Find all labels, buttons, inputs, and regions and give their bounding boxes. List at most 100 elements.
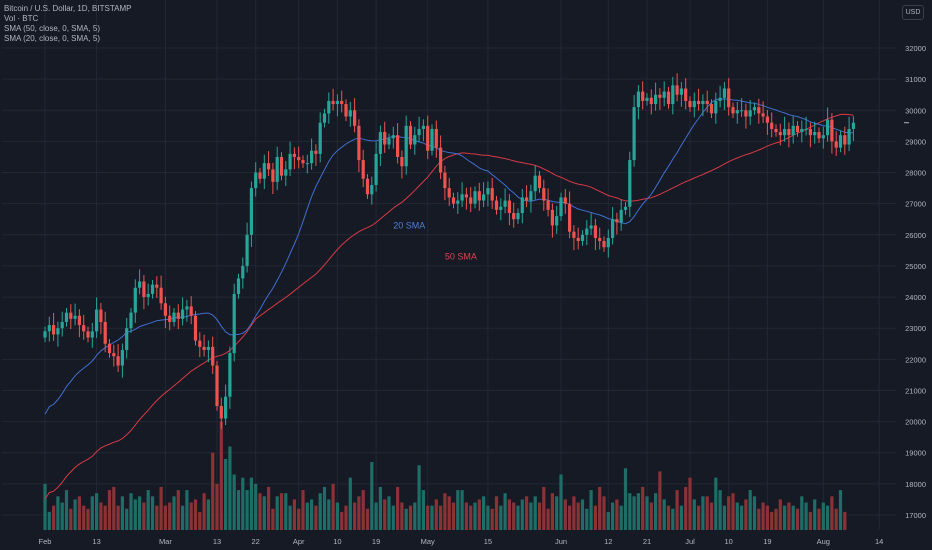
volume-bar (679, 505, 683, 530)
candle-body (705, 100, 709, 105)
currency-button[interactable]: USD (902, 5, 924, 20)
volume-bar (675, 490, 679, 530)
volume-bar (95, 493, 99, 530)
volume-bar (817, 508, 821, 530)
volume-bar (404, 508, 408, 530)
candle-body (60, 321, 64, 329)
candle-body (615, 219, 619, 223)
volume-bar (236, 490, 241, 530)
candle-body (219, 406, 223, 419)
candle-body (826, 119, 830, 136)
volume-bar (370, 462, 374, 530)
candle-body (537, 175, 542, 189)
volume-bar (408, 505, 413, 530)
volume-bar (378, 486, 382, 530)
candle-body (434, 128, 438, 148)
candle-body (211, 346, 215, 366)
volume-bar (701, 496, 705, 530)
candle-body (834, 141, 838, 148)
volume-bar (348, 477, 352, 530)
volume-bar (783, 505, 787, 530)
candle-body (606, 237, 610, 248)
volume-bar (550, 493, 554, 530)
y-tick-label: 24000 (905, 293, 926, 302)
candle-body (232, 293, 236, 354)
candle-body (507, 200, 511, 214)
candle-body (533, 175, 537, 192)
volume-bar (752, 496, 757, 530)
candle-body (722, 88, 726, 98)
candle-body (292, 153, 296, 157)
volume-bar (396, 486, 400, 530)
candle-body (516, 213, 520, 220)
volume-bar (537, 502, 542, 530)
candle-body (735, 110, 739, 114)
volume-bar (150, 496, 155, 530)
sma50-line (44, 113, 854, 500)
volume-bar (580, 499, 585, 530)
candle-body (43, 331, 47, 338)
volume-bar (262, 496, 266, 530)
candle-body (206, 346, 210, 350)
candle-body (787, 128, 791, 136)
volume-bar (353, 502, 357, 530)
volume-bar (770, 511, 774, 530)
volume-bar (138, 496, 142, 530)
candle-body (314, 150, 318, 154)
volume-bar (421, 490, 425, 530)
volume-bar (125, 508, 129, 530)
x-tick-label: Mar (159, 537, 172, 546)
volume-bar (525, 496, 529, 530)
candle-body (563, 197, 567, 204)
volume-bar (482, 496, 486, 530)
candle-body (838, 135, 843, 148)
candle-body (692, 100, 696, 108)
candle-body (267, 163, 271, 170)
candle-body (288, 153, 292, 170)
candle-body (804, 128, 808, 130)
volume-bar (606, 511, 610, 530)
volume-bar (228, 446, 232, 530)
candle-body (258, 172, 262, 179)
volume-bar (64, 490, 69, 530)
candle-body (666, 91, 671, 105)
volume-bar (632, 496, 636, 530)
candle-body (69, 312, 73, 319)
volume-bar (576, 502, 580, 530)
volume-bar (146, 490, 150, 530)
y-tick-label: 20000 (905, 418, 926, 427)
volume-bar (611, 502, 615, 530)
volume-bar (585, 508, 589, 530)
candle-body (808, 128, 812, 136)
volume-bar (494, 496, 499, 530)
volume-bar (671, 508, 675, 530)
candle-body (378, 132, 382, 154)
volume-bar (507, 499, 511, 530)
volume-bar (245, 490, 249, 530)
candle-body (830, 119, 834, 142)
candle-body (593, 225, 597, 238)
candle-body (116, 356, 120, 366)
volume-bar (697, 505, 701, 530)
y-tick-label: 32000 (905, 44, 926, 53)
volume-bar (546, 508, 550, 530)
candle-body (731, 107, 735, 114)
volume-bar (439, 505, 443, 530)
volume-bar (761, 502, 765, 530)
candle-body (335, 100, 339, 105)
candle-body (619, 209, 623, 223)
volume-bar (335, 502, 339, 530)
volume-bar (383, 499, 387, 530)
candle-body (275, 156, 279, 182)
volume-bar (279, 493, 284, 530)
volume-bar (516, 505, 520, 530)
volume-bar (641, 486, 645, 530)
candle-body (82, 325, 86, 332)
candle-body (469, 197, 473, 204)
volume-bar (219, 421, 223, 530)
volume-bar (589, 490, 593, 530)
candle-body (181, 309, 185, 319)
candle-body (589, 225, 593, 229)
volume-bar (709, 502, 714, 530)
